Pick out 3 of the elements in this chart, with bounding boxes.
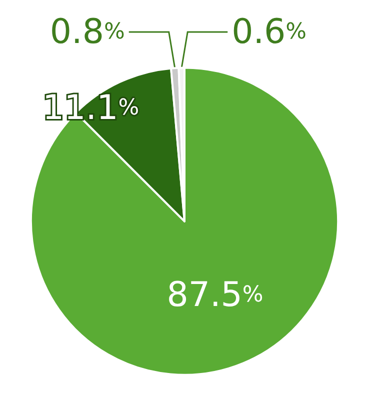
data-label: 0.6% [232,12,307,52]
data-label: 0.8% [50,12,125,52]
data-label: 87.5% [166,275,264,316]
